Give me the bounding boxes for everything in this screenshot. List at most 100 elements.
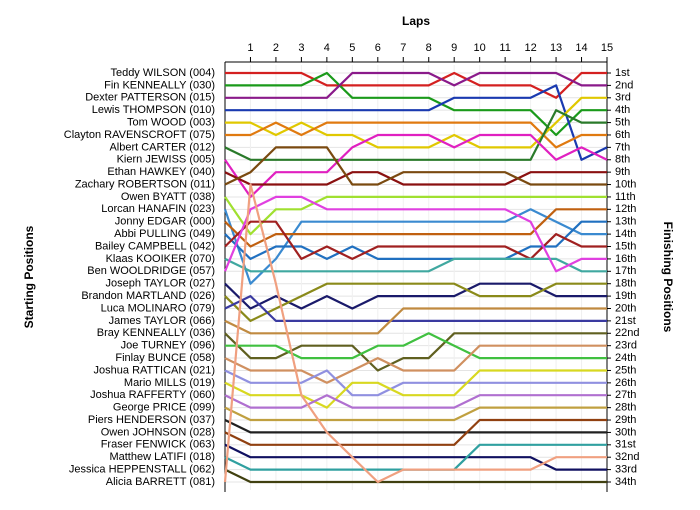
x-tick-label: 5 [349,42,355,54]
driver-label: Zachary ROBERTSON (011) [75,178,215,190]
driver-label: Joshua RATTICAN (021) [94,364,215,376]
y2-tick-label: 20th [615,302,636,314]
x-tick-label: 7 [400,42,406,54]
y2-tick-label: 16th [615,253,636,265]
y2-tick-label: 12th [615,203,636,215]
y2-tick-label: 30th [615,426,636,438]
driver-label: Fraser FENWICK (063) [101,439,215,451]
y2-tick-label: 18th [615,278,636,290]
x-tick-label: 9 [451,42,457,54]
position-line [224,133,608,198]
position-line [224,394,607,409]
x-tick-label: 12 [524,42,536,54]
driver-label: George PRICE (099) [113,402,215,414]
x-tick-label: 6 [375,42,381,54]
driver-label: Ethan HAWKEY (040) [107,166,215,178]
position-line [224,307,607,335]
driver-label: Matthew LATIFI (018) [109,451,215,463]
position-line [224,418,607,446]
position-line [224,419,607,434]
position-line [224,369,607,397]
driver-label: Klaas KOOIKER (070) [106,253,215,265]
y2-axis-title: Finishing Positions [661,222,675,333]
y2-tick-label: 32nd [615,451,639,463]
driver-label: Alicia BARRETT (081) [106,476,215,488]
y2-tick-label: 19th [615,290,636,302]
driver-label: Jonny EDGAR (000) [115,216,215,228]
y2-tick-label: 11th [615,191,636,203]
y2-tick-label: 23rd [615,340,637,352]
driver-label: Fin KENNEALLY (030) [104,79,215,91]
y2-tick-label: 5th [615,116,630,128]
position-line [224,257,607,273]
driver-label: Finlay BUNCE (058) [115,352,215,364]
driver-label: Dexter PATTERSON (015) [85,92,215,104]
driver-label: Luca MOLINARO (079) [101,302,215,314]
y2-tick-label: 14th [615,228,636,240]
y2-tick-label: 6th [615,129,630,141]
y2-tick-label: 22nd [615,327,639,339]
x-tick-label: 4 [324,42,330,54]
y2-tick-label: 34th [615,476,636,488]
y2-tick-label: 8th [615,154,630,166]
y2-tick-label: 26th [615,377,636,389]
y2-tick-label: 28th [615,402,636,414]
x-tick-label: 14 [575,42,587,54]
position-line [224,195,607,236]
x-tick-label: 2 [273,42,279,54]
x-axis-title: Laps [402,14,430,28]
position-line [224,468,607,484]
y2-tick-label: 9th [615,166,630,178]
y2-tick-label: 10th [615,178,636,190]
y2-tick-label: 27th [615,389,636,401]
driver-label: Teddy WILSON (004) [110,67,215,79]
driver-label: Lewis THOMPSON (010) [92,104,215,116]
position-line [225,332,607,360]
y2-tick-label: 25th [615,364,636,376]
driver-label: Mario MILLS (019) [124,377,215,389]
x-tick-label: 15 [601,42,613,54]
driver-label: Ben WOOLDRIDGE (057) [87,265,215,277]
x-tick-label: 10 [474,42,486,54]
y2-tick-label: 4th [615,104,630,116]
x-tick-label: 11 [499,42,510,54]
position-line [225,71,607,99]
driver-label: Lorcan HANAFIN (023) [101,203,215,215]
position-line [223,195,607,273]
x-tick-label: 3 [298,42,304,54]
position-line [223,183,607,484]
position-line [224,171,607,186]
y2-tick-label: 13th [615,216,636,228]
position-line [225,71,607,137]
position-line [224,344,607,384]
position-line [224,109,607,161]
y2-tick-label: 29th [615,414,636,426]
driver-label: Jessica HEPPENSTALL (062) [69,464,215,476]
y2-tick-label: 33rd [615,464,637,476]
driver-label: Abbi PULLING (049) [114,228,215,240]
y2-tick-label: 24th [615,352,636,364]
driver-label: Piers HENDERSON (037) [88,414,215,426]
y2-tick-label: 2nd [615,79,633,91]
y2-tick-label: 21st [615,315,636,327]
position-line [224,369,607,409]
driver-label: Bray KENNEALLY (036) [97,327,215,339]
x-tick-label: 8 [426,42,432,54]
driver-label: Brandon MARTLAND (026) [81,290,215,302]
x-tick-label: 1 [247,42,253,54]
driver-label: Kiern JEWISS (005) [117,154,215,166]
driver-label: Bailey CAMPBELL (042) [95,240,215,252]
y2-tick-label: 17th [615,265,636,277]
position-line [224,146,607,186]
y2-tick-label: 31st [615,439,636,451]
driver-label: Tom WOOD (003) [127,116,215,128]
driver-label: Albert CARTER (012) [109,141,215,153]
y-axis-title: Starting Positions [22,225,36,328]
position-line [225,84,608,161]
position-line [224,220,607,260]
driver-label: Clayton RAVENSCROFT (075) [64,129,215,141]
x-tick-label: 13 [550,42,562,54]
position-line [224,295,607,322]
driver-label: James TAYLOR (066) [109,315,215,327]
